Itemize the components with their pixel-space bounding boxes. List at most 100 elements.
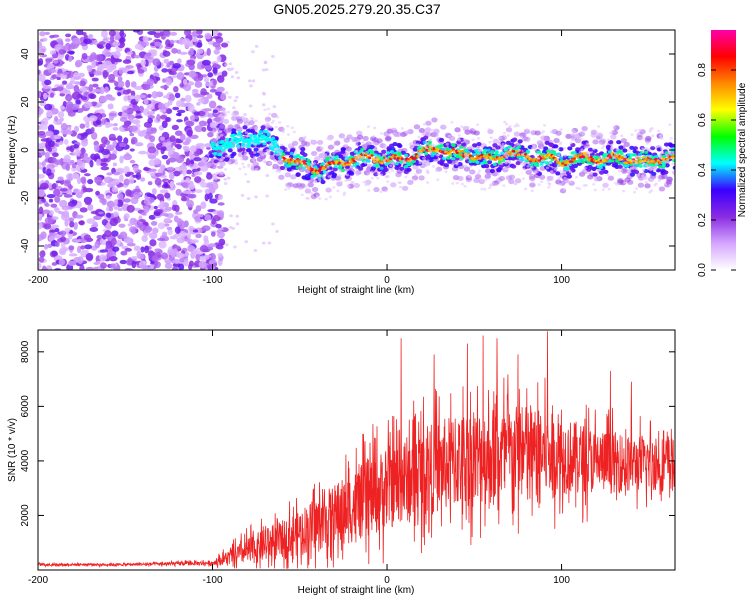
halo-dot [251,117,255,121]
signal-cell [523,152,528,156]
noise-dot [228,95,232,99]
noise-blob [131,174,140,178]
signal-cell [227,148,233,153]
halo-dot [432,143,436,147]
noise-blob [194,176,202,183]
noise-blob [162,30,171,37]
signal-cell [539,162,544,166]
noise-blob [209,198,218,204]
halo-dot [384,156,388,160]
colorbar: 0.0 0.2 0.4 0.6 0.8 Normalized spectral ampl… [697,30,748,277]
signal-cell [392,142,398,147]
noise-blob [119,259,127,265]
noise-blob [190,145,197,153]
signal-cell [616,179,624,185]
signal-cell [215,116,222,122]
noise-blob [42,92,48,100]
noise-blob [217,202,225,206]
noise-blob [186,232,192,239]
signal-cell [595,155,600,159]
signal-cell [332,167,338,172]
noise-blob [80,245,86,250]
halo-dot [340,160,345,164]
noise-blob [56,76,61,81]
signal-cell [448,135,456,141]
noise-blob [203,235,209,243]
noise-dot [271,55,275,59]
noise-blob [133,55,141,59]
halo-dot [386,170,391,174]
halo-dot [476,172,480,175]
signal-cell [220,148,225,152]
halo-dot [569,141,573,145]
noise-dot [233,99,238,103]
noise-blob [188,263,193,270]
halo-dot [542,124,547,127]
halo-dot [638,128,642,132]
noise-blob [131,255,139,260]
signal-cell [253,147,259,152]
noise-blob [63,139,69,145]
halo-dot [558,142,562,146]
noise-blob [99,95,108,103]
noise-blob [38,107,44,115]
signal-cell [371,157,375,161]
noise-blob [87,179,94,185]
signal-cell [428,158,434,163]
noise-blob [116,169,123,173]
noise-blob [59,105,65,110]
halo-dot [327,169,332,173]
noise-blob [174,130,183,136]
noise-blob [163,58,170,64]
signal-cell [400,157,404,161]
noise-blob [146,193,155,197]
noise-blob [172,170,181,177]
halo-dot [642,176,646,180]
noise-blob [151,255,159,262]
signal-cell [565,166,570,171]
halo-dot [231,147,235,150]
halo-dot [631,167,635,170]
noise-blob [182,190,192,194]
signal-cell [637,182,645,188]
noise-blob [221,70,228,77]
signal-cell [454,127,461,133]
halo-dot [488,140,492,144]
halo-dot [479,177,484,181]
noise-blob [143,205,150,214]
signal-cell [407,179,414,185]
signal-cell [505,127,513,133]
halo-dot [634,129,638,132]
signal-cell [591,166,597,171]
halo-dot [422,157,426,160]
halo-dot [460,182,464,186]
halo-dot [266,123,270,126]
signal-cell [259,154,266,160]
noise-blob [176,236,185,244]
noise-blob [47,140,55,148]
halo-dot [284,154,289,158]
noise-dot [236,76,241,80]
noise-blob [39,100,46,107]
halo-dot [573,134,578,138]
signal-cell [537,142,545,148]
signal-cell [592,172,598,177]
halo-dot [615,148,619,152]
signal-cell [260,125,266,130]
signal-cell [664,163,670,168]
halo-dot [304,185,308,188]
halo-dot [480,187,484,191]
noise-blob [39,182,49,190]
signal-cell [369,144,375,150]
noise-blob [61,80,68,85]
signal-cell [379,166,384,170]
noise-blob [147,181,153,186]
noise-blob [220,92,227,101]
halo-dot [235,114,240,117]
noise-blob [122,59,132,64]
halo-dot [619,169,624,173]
halo-dot [347,185,351,188]
signal-cell [208,154,215,159]
noise-blob [43,223,52,230]
halo-dot [222,115,226,118]
